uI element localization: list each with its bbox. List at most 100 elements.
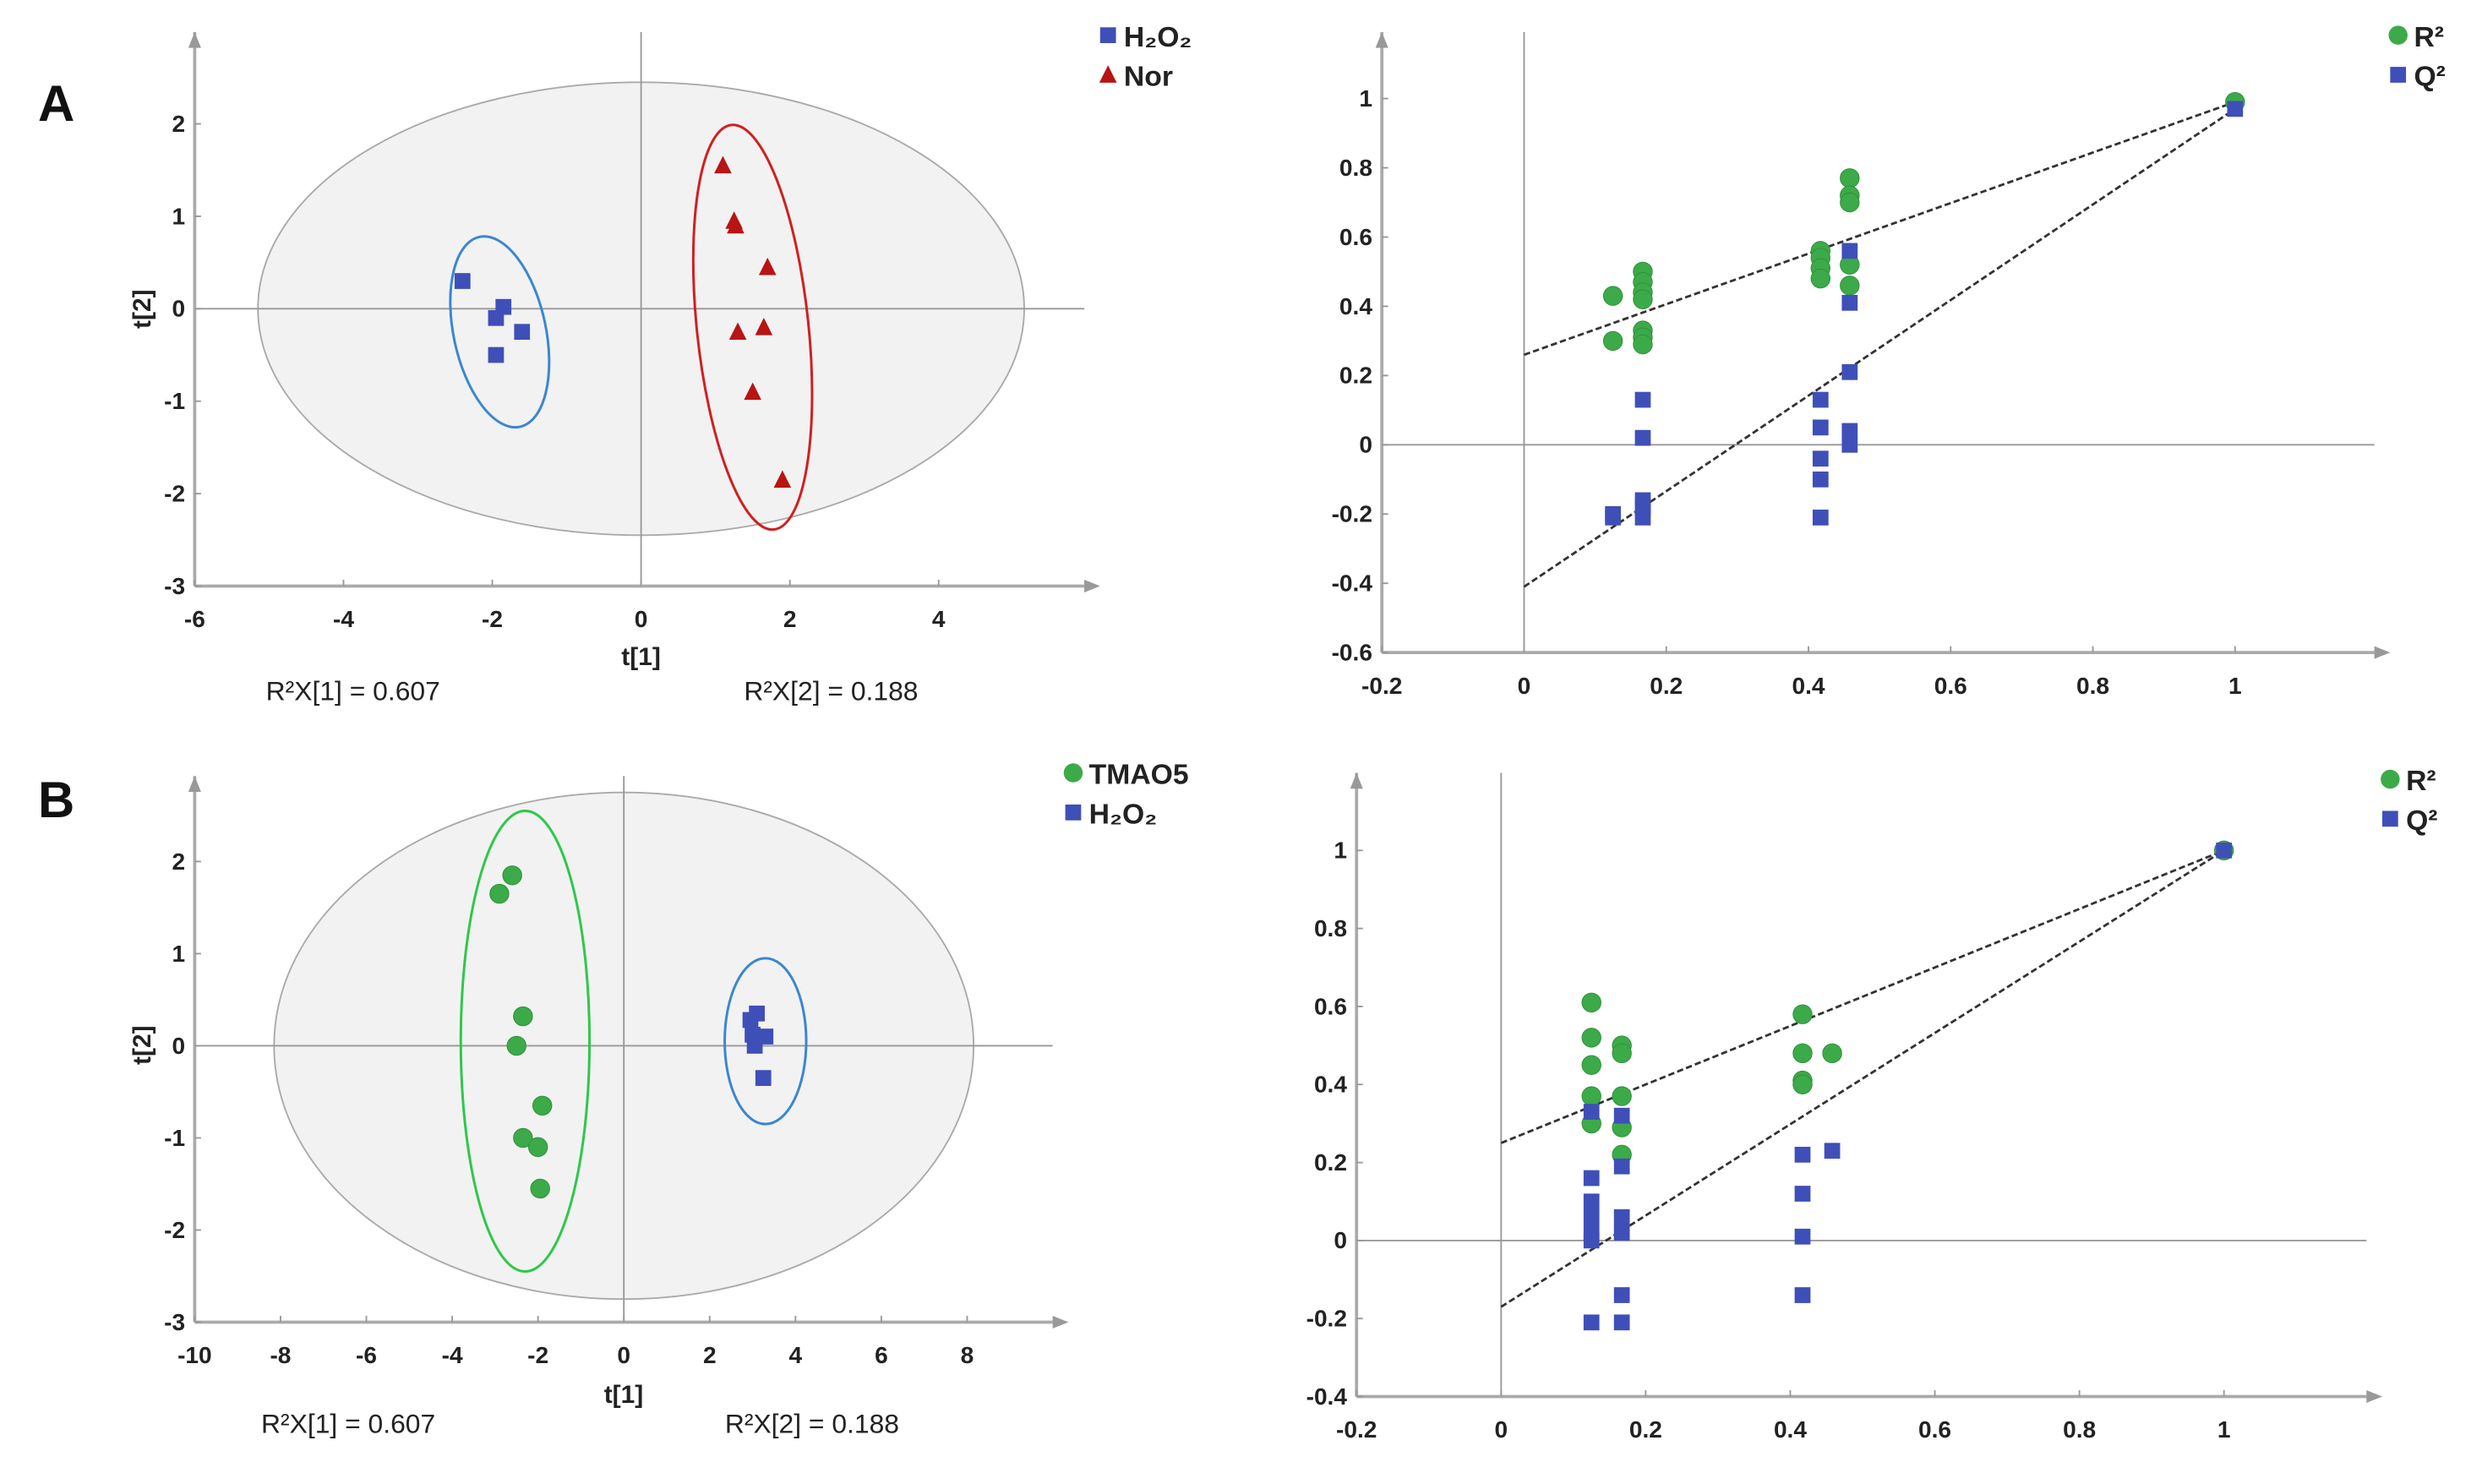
data-point-square	[1841, 363, 1858, 380]
x-tick-label: -4	[442, 1342, 463, 1368]
data-point-circle	[1602, 286, 1623, 306]
data-point-triangle	[728, 322, 747, 341]
data-point-circle	[489, 883, 510, 904]
data-point-square	[1794, 1146, 1811, 1163]
data-point-circle	[530, 1178, 550, 1199]
data-point-circle	[1581, 1028, 1601, 1048]
legend-circle-icon	[1063, 763, 1083, 783]
y-tick-label: 1	[172, 203, 186, 229]
x-tick-label: 0.8	[2063, 1416, 2096, 1443]
legend-label: H₂O₂	[1089, 798, 1158, 830]
data-point-square	[1634, 510, 1651, 526]
y-tick-label: -2	[164, 1217, 185, 1243]
x-axis-label: t[1]	[604, 1381, 644, 1409]
group-ellipse-1	[723, 957, 808, 1126]
data-point-square	[488, 309, 505, 326]
y-tick-label: -1	[164, 388, 185, 414]
x-axis-label: t[1]	[621, 643, 661, 671]
data-point-square	[1794, 1186, 1811, 1202]
y-tick-label: 0	[172, 1033, 186, 1059]
data-point-square	[1605, 510, 1622, 526]
y-tick-label: 0.6	[1339, 224, 1372, 250]
data-point-square	[1583, 1232, 1600, 1249]
legend-label: Nor	[1124, 61, 1173, 93]
x-tick-label: 0	[1494, 1416, 1508, 1443]
data-point-circle	[1581, 1055, 1601, 1075]
y-tick-label: 0.4	[1314, 1072, 1347, 1098]
data-point-circle	[532, 1095, 553, 1116]
y-axis-label: t[2]	[128, 1025, 156, 1065]
data-point-square	[1812, 471, 1829, 488]
group-ellipse-0	[449, 235, 551, 429]
data-point-square	[1613, 1208, 1630, 1225]
data-point-triangle	[758, 257, 777, 276]
y-tick-label: -2	[164, 480, 185, 506]
x-tick-label: -0.2	[1361, 673, 1402, 699]
data-point-circle	[1612, 1086, 1632, 1106]
data-point-square	[1794, 1287, 1811, 1303]
legend-square-icon	[2381, 810, 2398, 827]
y-axis-arrow	[188, 31, 201, 48]
data-point-triangle	[714, 155, 732, 174]
data-point-circle	[1822, 1043, 1842, 1064]
x-tick-label: -8	[270, 1342, 291, 1368]
y-tick-label: -3	[164, 1309, 185, 1335]
legend-label: Q²	[2406, 805, 2437, 837]
x-axis-arrow	[1084, 580, 1100, 592]
y-tick-label: 0.8	[1314, 915, 1347, 941]
data-point-circle	[1602, 330, 1623, 352]
data-point-circle	[1792, 1074, 1813, 1094]
x-tick-label: 0.2	[1650, 673, 1683, 699]
y-tick-label: 2	[172, 111, 186, 137]
x-tick-label: 0.4	[1774, 1416, 1807, 1443]
data-point-square	[742, 1012, 759, 1028]
x-tick-label: 4	[932, 606, 946, 632]
y-axis-arrow	[1350, 772, 1363, 789]
x-tick-label: 0	[635, 606, 648, 632]
panel-label-b: B	[38, 772, 74, 828]
r2x-annotation: R²X[2] = 0.188	[744, 675, 918, 706]
data-point-circle	[506, 1035, 526, 1056]
x-tick-label: 0	[617, 1342, 630, 1368]
x-axis-arrow	[2366, 1390, 2382, 1404]
data-point-square	[1583, 1193, 1600, 1210]
y-axis-label: t[2]	[128, 289, 156, 329]
regression-line	[1523, 101, 2236, 357]
x-tick-label: 8	[961, 1342, 974, 1368]
data-point-triangle	[755, 317, 773, 336]
y-tick-label: 0.4	[1339, 293, 1372, 319]
data-point-square	[1794, 1228, 1811, 1245]
data-point-circle	[1792, 1043, 1813, 1064]
data-point-square	[1841, 294, 1858, 311]
data-point-circle	[1840, 192, 1860, 213]
data-point-square	[1613, 1107, 1630, 1124]
x-tick-label: 6	[875, 1342, 888, 1368]
data-point-square	[514, 324, 531, 341]
x-tick-label: 0.8	[2076, 673, 2109, 699]
legend-label: TMAO5	[1089, 759, 1189, 791]
y-tick-label: 0	[1359, 432, 1372, 458]
legend-label: R²	[2406, 765, 2436, 797]
group-ellipse-0	[459, 809, 592, 1274]
y-tick-label: 1	[1334, 837, 1347, 864]
x-tick-label: -2	[527, 1342, 548, 1368]
regression-line	[1500, 849, 2225, 1308]
data-point-square	[1824, 1143, 1841, 1159]
data-point-square	[1634, 391, 1651, 408]
x-tick-label: -10	[177, 1342, 212, 1368]
y-tick-label: 0	[1334, 1227, 1347, 1253]
group-ellipse-1	[691, 123, 814, 532]
x-tick-label: 0.6	[1934, 673, 1967, 699]
y-tick-label: 2	[172, 848, 186, 875]
data-point-square	[1583, 1104, 1600, 1120]
x-tick-label: 0	[1518, 673, 1531, 699]
legend-label: R²	[2414, 21, 2444, 53]
data-point-circle	[1581, 1086, 1601, 1106]
y-tick-label: 1	[172, 941, 186, 967]
y-tick-label: -0.4	[1332, 570, 1373, 597]
data-point-square	[2227, 101, 2244, 117]
legend-square-icon	[1099, 27, 1116, 44]
x-tick-label: -6	[356, 1342, 377, 1368]
data-point-circle	[527, 1137, 548, 1158]
y-tick-label: 0.2	[1339, 363, 1372, 389]
